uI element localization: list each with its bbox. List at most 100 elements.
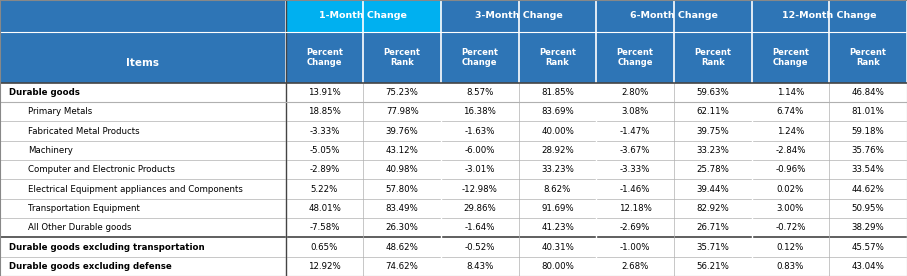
Text: 2.68%: 2.68% [621, 262, 649, 271]
Text: 5.22%: 5.22% [311, 185, 338, 193]
Bar [0, 121, 907, 141]
Bar [752, 32, 829, 83]
Text: 43.12%: 43.12% [385, 146, 419, 155]
Text: -12.98%: -12.98% [462, 185, 498, 193]
Text: Percent
Rank: Percent Rank [384, 47, 421, 67]
Text: Durable goods excluding defense: Durable goods excluding defense [9, 262, 172, 271]
Bar [0, 179, 907, 199]
Text: 57.80%: 57.80% [385, 185, 419, 193]
Text: 59.18%: 59.18% [852, 127, 884, 136]
Text: 0.02%: 0.02% [776, 185, 805, 193]
Text: -2.84%: -2.84% [775, 146, 805, 155]
Text: 12.92%: 12.92% [308, 262, 341, 271]
Text: 6-Month Change: 6-Month Change [630, 11, 718, 20]
Text: 38.29%: 38.29% [852, 223, 884, 232]
Text: 3-Month Change: 3-Month Change [475, 11, 562, 20]
Text: 62.11%: 62.11% [697, 107, 729, 116]
Text: 26.30%: 26.30% [385, 223, 419, 232]
Text: 8.43%: 8.43% [466, 262, 493, 271]
Text: -1.46%: -1.46% [619, 185, 650, 193]
Text: 0.12%: 0.12% [776, 243, 805, 251]
Bar [674, 32, 752, 83]
Text: Machinery: Machinery [28, 146, 73, 155]
Bar [441, 0, 596, 32]
Bar [0, 199, 907, 218]
Text: 12.18%: 12.18% [619, 204, 651, 213]
Text: 74.62%: 74.62% [385, 262, 419, 271]
Text: All Other Durable goods: All Other Durable goods [28, 223, 132, 232]
Text: -5.05%: -5.05% [309, 146, 340, 155]
Text: 35.71%: 35.71% [697, 243, 729, 251]
Text: 59.63%: 59.63% [697, 88, 729, 97]
Text: 12-Month Change: 12-Month Change [782, 11, 876, 20]
Text: Primary Metals: Primary Metals [28, 107, 93, 116]
Text: 2.80%: 2.80% [621, 88, 649, 97]
Text: -1.64%: -1.64% [464, 223, 495, 232]
Text: Percent
Change: Percent Change [772, 47, 809, 67]
Text: Durable goods: Durable goods [9, 88, 80, 97]
Text: 46.84%: 46.84% [852, 88, 884, 97]
Text: 45.57%: 45.57% [852, 243, 884, 251]
Text: 3.00%: 3.00% [776, 204, 805, 213]
Text: -3.67%: -3.67% [619, 146, 650, 155]
Text: Percent
Rank: Percent Rank [539, 47, 576, 67]
Text: -0.96%: -0.96% [775, 165, 805, 174]
Text: 16.38%: 16.38% [463, 107, 496, 116]
Text: 48.62%: 48.62% [385, 243, 419, 251]
Text: -1.47%: -1.47% [619, 127, 650, 136]
Text: 91.69%: 91.69% [541, 204, 574, 213]
Text: 40.31%: 40.31% [541, 243, 574, 251]
Text: -0.72%: -0.72% [775, 223, 805, 232]
Text: 1.24%: 1.24% [776, 127, 805, 136]
Bar [0, 160, 907, 179]
Text: Durable goods excluding transportation: Durable goods excluding transportation [9, 243, 205, 251]
Text: 40.98%: 40.98% [385, 165, 418, 174]
Text: Fabricated Metal Products: Fabricated Metal Products [28, 127, 140, 136]
Text: 18.85%: 18.85% [308, 107, 341, 116]
Text: -2.89%: -2.89% [309, 165, 340, 174]
Text: 83.49%: 83.49% [385, 204, 418, 213]
Text: -1.00%: -1.00% [619, 243, 650, 251]
Text: 75.23%: 75.23% [385, 88, 419, 97]
Text: 8.57%: 8.57% [466, 88, 493, 97]
Bar [0, 218, 907, 237]
Text: Percent
Rank: Percent Rank [850, 47, 887, 67]
Text: 56.21%: 56.21% [697, 262, 729, 271]
Text: Percent
Change: Percent Change [462, 47, 498, 67]
Bar [441, 32, 519, 83]
Text: Transportation Equipment: Transportation Equipment [28, 204, 141, 213]
Bar [0, 141, 907, 160]
Text: 33.23%: 33.23% [697, 146, 729, 155]
Text: 39.76%: 39.76% [385, 127, 418, 136]
Bar [0, 102, 907, 121]
Text: 41.23%: 41.23% [541, 223, 574, 232]
Text: 1.14%: 1.14% [776, 88, 805, 97]
Text: 81.85%: 81.85% [541, 88, 574, 97]
Text: 82.92%: 82.92% [697, 204, 729, 213]
Text: 81.01%: 81.01% [852, 107, 884, 116]
Text: 48.01%: 48.01% [308, 204, 341, 213]
Text: 35.76%: 35.76% [852, 146, 884, 155]
Text: 0.65%: 0.65% [311, 243, 338, 251]
Text: -1.63%: -1.63% [464, 127, 495, 136]
Bar [364, 32, 441, 83]
Text: Percent
Rank: Percent Rank [695, 47, 731, 67]
Text: 29.86%: 29.86% [463, 204, 496, 213]
Bar [0, 32, 286, 83]
Text: -6.00%: -6.00% [464, 146, 495, 155]
Bar [0, 83, 907, 102]
Text: 43.04%: 43.04% [852, 262, 884, 271]
Text: -3.33%: -3.33% [309, 127, 340, 136]
Text: -3.33%: -3.33% [619, 165, 650, 174]
Text: 39.44%: 39.44% [697, 185, 729, 193]
Text: Percent
Change: Percent Change [617, 47, 654, 67]
Text: -2.69%: -2.69% [620, 223, 650, 232]
Text: 1-Month Change: 1-Month Change [319, 11, 407, 20]
Text: Computer and Electronic Products: Computer and Electronic Products [28, 165, 175, 174]
Text: -0.52%: -0.52% [464, 243, 495, 251]
Text: -3.01%: -3.01% [464, 165, 495, 174]
Bar [0, 0, 286, 32]
Bar [752, 0, 907, 32]
Bar [286, 32, 364, 83]
Bar [596, 0, 752, 32]
